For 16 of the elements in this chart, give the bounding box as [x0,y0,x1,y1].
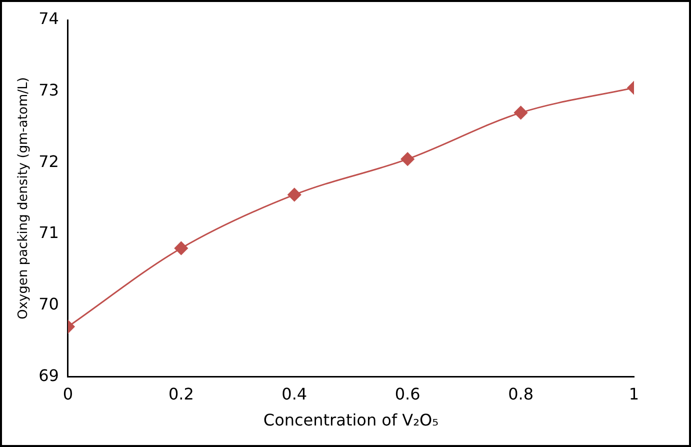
y-tick-label: 72 [38,152,59,171]
y-tick-label: 70 [38,294,59,314]
x-tick-label: 0.6 [394,384,420,404]
x-tick-label: 0.2 [168,384,194,404]
x-tick-label: 0.4 [282,384,308,404]
point [400,152,414,166]
x-tick-label: 0 [62,384,74,404]
point [288,188,302,202]
y-tick-label: 73 [38,80,59,100]
x-tick-label: 0.8 [508,384,534,404]
y-tick-label: 71 [38,223,59,242]
x-tick-label: 1 [628,384,640,404]
y-tick-label: 74 [38,9,59,28]
y-axis-title: Oxygen packing density (gm-atom/L) [16,77,32,320]
y-tick-label: 69 [38,366,59,385]
x-axis-title: Concentration of V₂O₅ [263,410,439,430]
